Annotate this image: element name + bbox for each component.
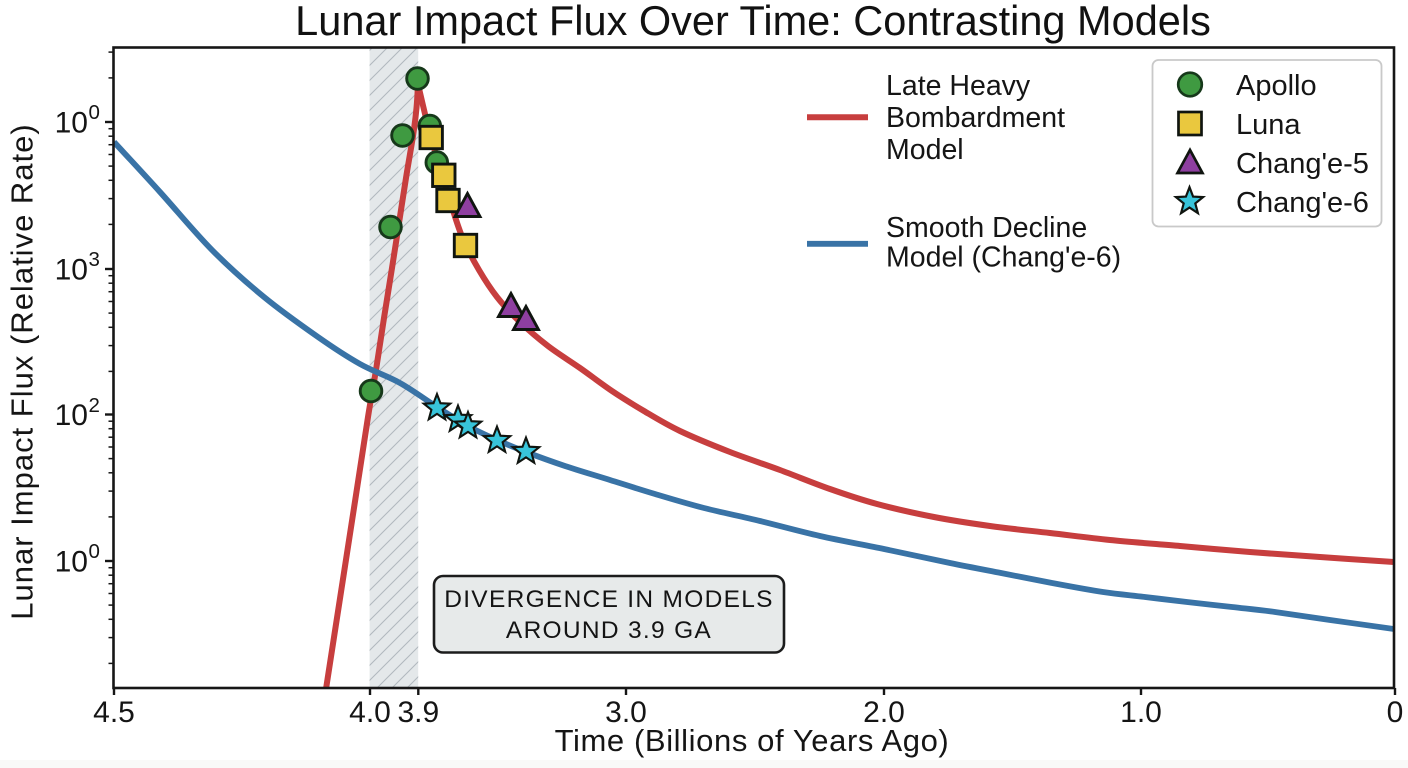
svg-text:Bombardment: Bombardment	[886, 102, 1065, 134]
svg-text:Luna: Luna	[1236, 109, 1301, 141]
svg-text:0: 0	[89, 101, 100, 124]
svg-text:10: 10	[55, 107, 88, 140]
svg-text:10: 10	[55, 254, 88, 287]
svg-text:Chang'e-5: Chang'e-5	[1236, 148, 1369, 180]
svg-text:4.5: 4.5	[93, 696, 135, 729]
svg-text:3.0: 3.0	[605, 696, 647, 729]
svg-text:Lunar Impact Flux (Relative Ra: Lunar Impact Flux (Relative Rate)	[5, 123, 40, 619]
svg-text:2.0: 2.0	[863, 696, 905, 729]
svg-text:Model (Chang'e-6): Model (Chang'e-6)	[886, 242, 1121, 274]
svg-text:Model: Model	[886, 134, 964, 166]
svg-text:0: 0	[89, 540, 100, 563]
svg-text:2: 2	[89, 394, 100, 417]
svg-text:10: 10	[55, 546, 88, 579]
svg-text:Apollo: Apollo	[1236, 70, 1317, 102]
svg-text:0: 0	[1387, 696, 1404, 729]
svg-text:4.0: 4.0	[349, 696, 391, 729]
svg-text:AROUND 3.9 GA: AROUND 3.9 GA	[506, 617, 712, 644]
svg-text:10: 10	[55, 399, 88, 432]
svg-text:DIVERGENCE IN MODELS: DIVERGENCE IN MODELS	[444, 586, 774, 613]
svg-text:Lunar Impact Flux Over Time: C: Lunar Impact Flux Over Time: Contrasting…	[295, 0, 1211, 44]
svg-text:Late Heavy: Late Heavy	[886, 70, 1031, 102]
svg-text:Smooth Decline: Smooth Decline	[886, 212, 1087, 244]
svg-text:3.9: 3.9	[397, 696, 439, 729]
svg-text:3: 3	[89, 248, 100, 271]
svg-text:Chang'e-6: Chang'e-6	[1236, 187, 1369, 219]
svg-text:1.0: 1.0	[1120, 696, 1162, 729]
svg-text:Time (Billions of Years Ago): Time (Billions of Years Ago)	[555, 723, 950, 758]
